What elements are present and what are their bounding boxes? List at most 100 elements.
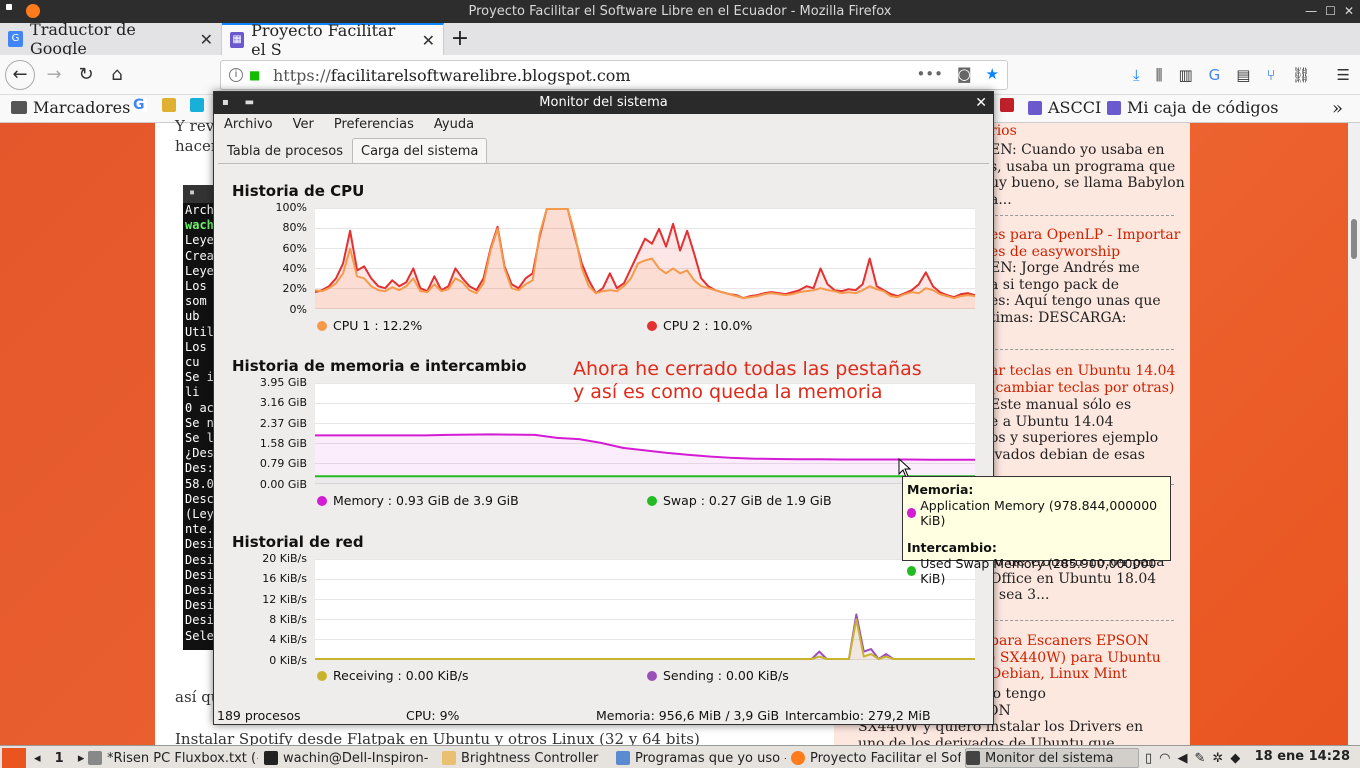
maximize-icon[interactable]: ☐	[1325, 4, 1336, 18]
menu-ayuda[interactable]: Ayuda	[433, 117, 475, 132]
sending-color-icon	[647, 670, 657, 681]
workspace-switcher[interactable]: ◂ 1 ▸	[34, 748, 84, 768]
task-item[interactable]: Programas que yo uso –	[616, 748, 786, 768]
clipboard-ext-icon[interactable]: ▤	[1236, 66, 1251, 84]
edit-icon[interactable]: ✎	[1194, 750, 1206, 766]
task-label: Brightness Controller	[461, 750, 599, 766]
document-icon	[616, 751, 630, 765]
memory-series-area	[315, 434, 975, 484]
scrollbar-thumb[interactable]	[1351, 219, 1357, 259]
system-monitor-window: ▪ ▬ Monitor del sistema ✕ Archivo Ver Pr…	[213, 91, 994, 725]
reload-button[interactable]: ↻	[78, 64, 94, 85]
task-item[interactable]: Brightness Controller	[442, 748, 612, 768]
y-tick-label: 8 KiB/s	[269, 612, 307, 626]
terminal-line: Sele	[185, 628, 214, 643]
terminal-line: Leye	[185, 263, 214, 278]
annotation-line: y así es como queda la memoria	[573, 381, 883, 403]
task-item[interactable]: Proyecto Facilitar el Sof	[791, 748, 961, 768]
memory-series-line	[315, 433, 975, 461]
tab-close-icon[interactable]: ✕	[199, 29, 213, 49]
fluxbox-menu-button[interactable]	[2, 748, 26, 768]
forward-button[interactable]: →	[46, 64, 62, 85]
memory-chart	[315, 383, 975, 484]
bookmark-2[interactable]	[162, 98, 176, 112]
minimize-icon[interactable]: —	[1305, 4, 1318, 18]
menu-preferencias[interactable]: Preferencias	[333, 117, 414, 132]
pocket-icon[interactable]: ◙	[956, 65, 972, 83]
new-tab-button[interactable]: +	[450, 26, 470, 51]
task-label: Programas que yo uso –	[635, 750, 786, 766]
swap-color-icon	[907, 566, 917, 576]
close-icon[interactable]: ✕	[1343, 4, 1354, 18]
settings-icon[interactable]: ✲	[1212, 750, 1224, 766]
menu-ver[interactable]: Ver	[292, 117, 314, 132]
bookmarks-folder[interactable]: Marcadores	[11, 98, 130, 117]
dropbox-icon[interactable]: ◆	[1230, 750, 1241, 766]
task-item-active[interactable]: Monitor del sistema	[965, 748, 1139, 768]
hamburger-menu-icon[interactable]: ☰	[1336, 66, 1350, 84]
close-icon[interactable]: ✕	[975, 95, 987, 111]
firefox-icon	[26, 4, 40, 18]
task-item[interactable]: wachin@Dell-Inspiron-	[264, 748, 434, 768]
tab-system-load[interactable]: Carga del sistema	[352, 138, 488, 164]
bookmark-star-icon[interactable]: ★	[985, 65, 999, 83]
cpu1-series-area	[315, 209, 975, 309]
downloads-icon[interactable]: ⤓	[1132, 66, 1140, 84]
battery-icon[interactable]: ▯	[1145, 750, 1153, 766]
y-tick-label: 2.37 GiB	[259, 416, 307, 430]
volume-icon[interactable]: ◀	[1177, 750, 1188, 766]
url-bar[interactable]: i ■ https://facilitarelsoftwarelibre.blo…	[220, 60, 1008, 90]
bookmark-3[interactable]	[190, 98, 204, 112]
y-tick-label: 0.00 GiB	[259, 477, 307, 491]
cpu2-legend: CPU 2 : 10.0%	[647, 318, 752, 333]
bookmark-4[interactable]	[1000, 98, 1014, 112]
bookmarks-overflow-icon[interactable]: »	[1332, 98, 1344, 119]
y-tick-label: 40%	[282, 261, 307, 275]
monitor-titlebar: ▪ ▬ Monitor del sistema ✕	[214, 92, 993, 114]
bookmark-codigos[interactable]: Mi caja de códigos	[1107, 98, 1279, 117]
window-buttons-icon[interactable]: ▪ ▬	[222, 97, 255, 108]
terminal-line: Desi	[185, 583, 214, 598]
terminal-line: nte.	[185, 522, 214, 537]
swap-series-area	[315, 476, 975, 484]
post-link[interactable]: Instalar Spotify desde Flatpak en Ubuntu…	[175, 730, 700, 748]
tab-traductor[interactable]: G Traductor de Google ✕	[0, 20, 222, 58]
window-menu-icon[interactable]	[6, 4, 12, 10]
bookmark-google[interactable]: G	[133, 98, 147, 112]
y-tick-label: 80%	[282, 221, 307, 235]
monitor-tabs: Tabla de procesos Carga del sistema	[218, 138, 488, 164]
back-button[interactable]: ←	[5, 60, 35, 90]
next-workspace-icon[interactable]: ▸	[77, 750, 85, 766]
extension-icon[interactable]: ⑂	[1266, 66, 1276, 84]
wifi-icon[interactable]: ◠	[1159, 750, 1171, 766]
tab-proyecto[interactable]: ▦ Proyecto Facilitar el S ✕	[222, 21, 444, 59]
library-icon[interactable]: ⫼	[1155, 66, 1163, 84]
sidebar-post-title[interactable]: para Escaners EPSON) SX440W) para Ubuntu…	[990, 633, 1161, 682]
tab-process-table[interactable]: Tabla de procesos	[227, 144, 344, 159]
cpu2-color-icon	[647, 320, 657, 331]
terminal-line: (Ley	[185, 507, 214, 522]
page-scrollbar[interactable]	[1348, 123, 1360, 745]
sidebar-icon[interactable]: ▥	[1178, 66, 1193, 84]
translate-ext-icon[interactable]: G	[1208, 66, 1221, 84]
terminal-screenshot: ▪ Arch wach Leye Crea Leye Los som ub Util Los c…	[183, 185, 223, 650]
network-chart-svg	[315, 559, 975, 660]
memory-chart-svg	[315, 383, 975, 484]
link-ext-icon[interactable]: ⛓	[1291, 66, 1311, 84]
bookmark-ascci[interactable]: ASCCI	[1028, 98, 1101, 117]
memory-legend: Memory : 0.93 GiB de 3.9 GiB	[317, 493, 519, 508]
sidebar-post-title[interactable]: es para OpenLP - Importar es de easyworsh…	[990, 227, 1181, 260]
prev-workspace-icon[interactable]: ◂	[34, 750, 41, 766]
terminal-line: Desi	[185, 567, 214, 582]
menu-archivo[interactable]: Archivo	[224, 117, 273, 132]
page-actions-icon[interactable]: •••	[916, 65, 943, 83]
sidebar-post-title[interactable]: ar teclas en Ubuntu 14.04 (cambiar teclas…	[990, 363, 1176, 396]
home-button[interactable]: ⌂	[111, 64, 123, 85]
info-icon[interactable]: i	[229, 68, 243, 82]
tab-close-icon[interactable]: ✕	[421, 30, 435, 50]
sidebar-post-title[interactable]: rios	[990, 123, 1017, 139]
terminal-line: Desi	[185, 613, 214, 628]
task-item[interactable]: *Risen PC Fluxbox.txt (~	[88, 748, 258, 768]
network-section-title: Historial de red	[232, 533, 364, 551]
memory-section-title: Historia de memoria e intercambio	[232, 357, 527, 375]
